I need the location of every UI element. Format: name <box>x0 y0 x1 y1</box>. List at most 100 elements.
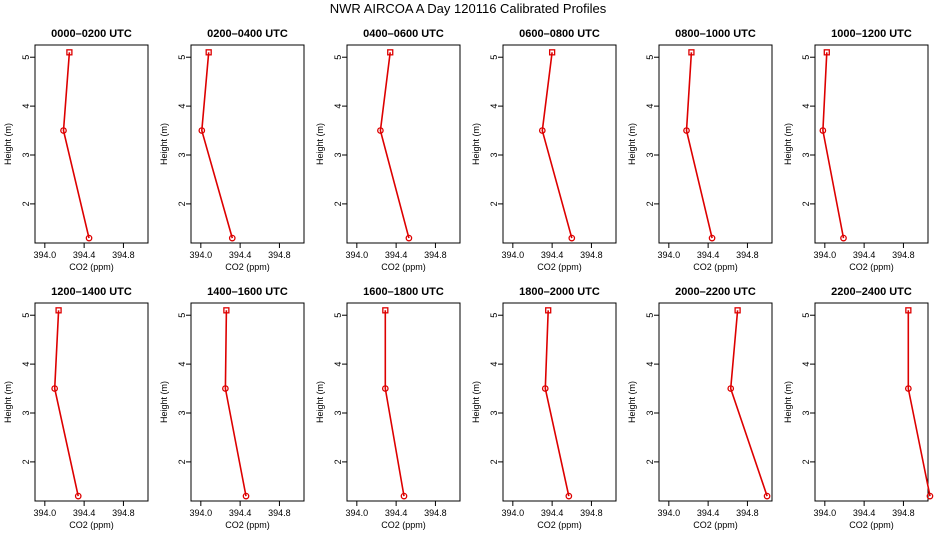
x-tick-label: 394.8 <box>580 508 603 518</box>
data-point <box>382 307 389 314</box>
x-tick-label: 394.8 <box>736 508 759 518</box>
x-tick-label: 394.0 <box>814 250 837 260</box>
y-tick-label: 2 <box>801 201 811 206</box>
profile-line <box>541 52 573 239</box>
data-point <box>387 49 394 56</box>
y-axis-label: Height (m) <box>3 381 13 423</box>
data-point <box>205 49 212 56</box>
x-axis-label: CO2 (ppm) <box>849 520 894 530</box>
data-point <box>198 127 206 134</box>
panel-8: 1400–1600 UTC 394.0 394.4 394.8 2 3 4 5 CO2 (ppm… <box>159 286 305 530</box>
plot-frame <box>814 44 929 244</box>
x-axis-label: CO2 (ppm) <box>693 520 738 530</box>
x-tick-label: 394.4 <box>697 250 720 260</box>
x-axis-label: CO2 (ppm) <box>225 262 270 272</box>
x-tick-label: 394.0 <box>34 508 57 518</box>
x-tick-label: 394.0 <box>814 508 837 518</box>
x-tick-label: 394.8 <box>112 250 135 260</box>
x-axis-label: CO2 (ppm) <box>537 520 582 530</box>
data-point <box>819 127 827 134</box>
profile-line <box>685 52 713 239</box>
y-tick-label: 5 <box>333 55 343 60</box>
profile-line <box>224 310 247 497</box>
plot-frame <box>502 302 617 502</box>
panel-title: 1400–1600 UTC <box>207 286 288 298</box>
profile-line <box>822 52 845 239</box>
data-point <box>242 492 250 500</box>
x-tick-label: 394.8 <box>892 250 915 260</box>
x-tick-label: 394.8 <box>892 508 915 518</box>
x-tick-label: 394.0 <box>502 250 525 260</box>
data-point <box>74 492 82 500</box>
x-tick-label: 394.4 <box>853 250 876 260</box>
x-tick-label: 394.4 <box>385 250 408 260</box>
y-axis-label: Height (m) <box>783 381 793 423</box>
panel-title: 0200–0400 UTC <box>207 28 288 40</box>
data-point <box>223 307 230 314</box>
y-tick-label: 4 <box>21 362 31 367</box>
profile-line <box>907 310 931 497</box>
x-tick-label: 394.4 <box>541 508 564 518</box>
x-axis-label: CO2 (ppm) <box>381 262 426 272</box>
y-tick-label: 2 <box>489 201 499 206</box>
y-tick-label: 2 <box>489 459 499 464</box>
data-point <box>905 307 912 314</box>
y-tick-label: 5 <box>333 313 343 318</box>
panel-title: 1200–1400 UTC <box>51 286 132 298</box>
y-tick-label: 3 <box>177 410 187 415</box>
y-axis-label: Height (m) <box>471 123 481 165</box>
y-tick-label: 5 <box>21 55 31 60</box>
y-tick-label: 3 <box>333 410 343 415</box>
panel-title: 0800–1000 UTC <box>675 28 756 40</box>
y-tick-label: 2 <box>645 459 655 464</box>
panel-title: 1800–2000 UTC <box>519 286 600 298</box>
profile-line <box>384 310 405 497</box>
data-point <box>688 49 695 56</box>
panel-title: 0000–0200 UTC <box>51 28 132 40</box>
y-tick-label: 3 <box>489 152 499 157</box>
plot-frame <box>658 302 773 502</box>
data-point <box>727 385 735 392</box>
data-point <box>51 385 59 392</box>
data-point <box>405 234 413 242</box>
plot-frame <box>502 44 617 244</box>
data-point <box>683 127 690 134</box>
profile-line <box>729 310 768 497</box>
y-tick-label: 3 <box>333 152 343 157</box>
y-tick-label: 5 <box>645 55 655 60</box>
x-axis-label: CO2 (ppm) <box>69 262 114 272</box>
y-tick-label: 2 <box>333 201 343 206</box>
y-tick-label: 4 <box>801 104 811 109</box>
y-tick-label: 4 <box>645 104 655 109</box>
data-point <box>568 234 576 242</box>
data-point <box>565 492 573 500</box>
panel-6: 1000–1200 UTC 394.0 394.4 394.8 2 3 4 5 CO2 (ppm… <box>783 28 929 272</box>
plot-frame <box>814 302 929 502</box>
y-tick-label: 5 <box>801 313 811 318</box>
x-tick-label: 394.4 <box>697 508 720 518</box>
x-axis-label: CO2 (ppm) <box>537 262 582 272</box>
profile-line <box>200 52 234 239</box>
y-tick-label: 4 <box>645 362 655 367</box>
data-point <box>926 492 934 500</box>
data-point <box>228 234 236 242</box>
y-axis-label: Height (m) <box>315 381 325 423</box>
x-tick-label: 394.8 <box>268 508 291 518</box>
data-point <box>708 234 716 242</box>
y-tick-label: 5 <box>177 313 187 318</box>
x-tick-label: 394.4 <box>229 250 252 260</box>
data-point <box>904 385 912 392</box>
figure-title: NWR AIRCOA A Day 120116 Calibrated Profi… <box>329 1 607 16</box>
panel-3: 0400–0600 UTC 394.0 394.4 394.8 2 3 4 5 CO2 (ppm… <box>315 28 461 272</box>
panel-1: 0000–0200 UTC 394.0 394.4 394.8 2 3 4 5 CO2 (ppm… <box>3 28 149 272</box>
x-tick-label: 394.0 <box>658 508 681 518</box>
x-axis-label: CO2 (ppm) <box>693 262 738 272</box>
y-axis-label: Height (m) <box>783 123 793 165</box>
x-tick-label: 394.8 <box>424 250 447 260</box>
y-tick-label: 3 <box>801 410 811 415</box>
x-tick-label: 394.4 <box>73 508 96 518</box>
y-tick-label: 4 <box>333 362 343 367</box>
x-tick-label: 394.0 <box>346 250 369 260</box>
data-point <box>545 307 552 314</box>
x-tick-label: 394.4 <box>73 250 96 260</box>
